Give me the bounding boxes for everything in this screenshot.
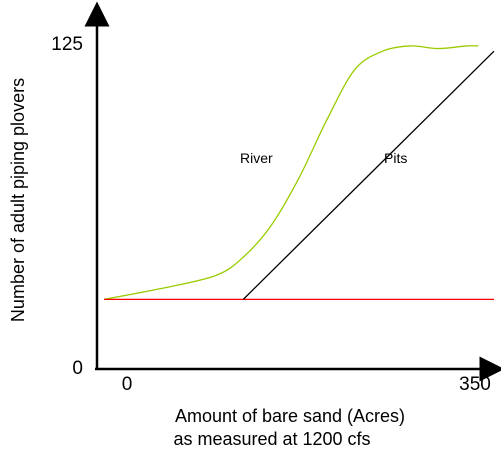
x-tick-label-0: 0 [122,374,133,395]
y-tick-label-0: 0 [72,358,83,379]
x-axis-title-line-1: Amount of bare sand (Acres) [175,406,405,426]
y-tick-label-125: 125 [51,34,83,55]
x-axis-title-line-2: as measured at 1200 cfs [173,429,370,449]
river-series-line [103,45,479,300]
plot-area [103,45,495,301]
x-tick-label-350: 350 [459,374,491,395]
pits-series-line [242,50,495,300]
pits-series-label: Pits [384,150,407,166]
river-series-label: River [240,150,273,166]
y-axis-title: Number of adult piping plovers [8,78,28,322]
